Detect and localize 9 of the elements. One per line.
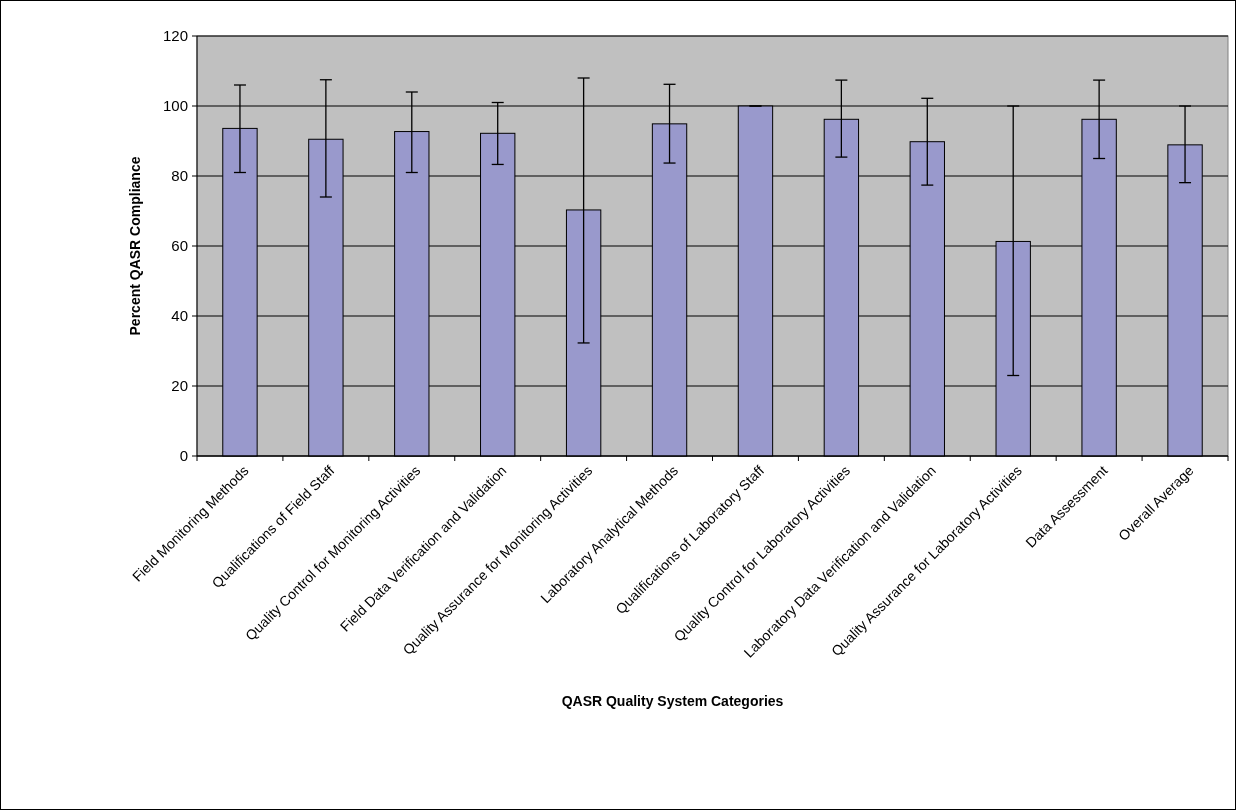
x-axis-title: QASR Quality System Categories	[561, 693, 784, 709]
y-tick-label: 120	[162, 27, 188, 45]
y-tick-label: 60	[171, 237, 188, 255]
y-tick-label: 20	[171, 377, 188, 395]
y-tick-label: 0	[179, 447, 188, 465]
y-tick-label: 40	[171, 307, 188, 325]
y-tick-label: 100	[162, 97, 188, 115]
y-tick-label: 80	[171, 167, 188, 185]
y-axis-title: Percent QASR Compliance	[127, 156, 143, 336]
